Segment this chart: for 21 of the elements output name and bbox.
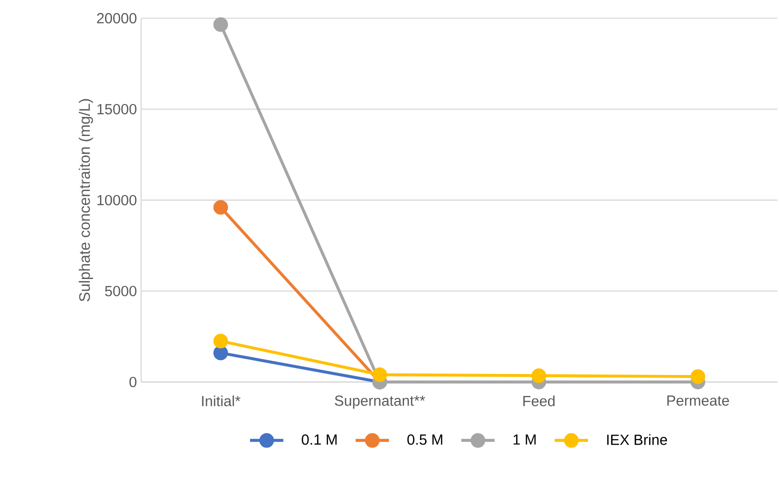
x-tick-label: Initial* — [202, 395, 240, 406]
point — [213, 200, 228, 215]
y-tick-label: 0 — [129, 376, 136, 388]
point — [213, 17, 228, 32]
point — [213, 334, 228, 348]
point — [532, 368, 546, 383]
y-tick-label: 5000 — [105, 286, 136, 296]
legend-label: IEX Brine — [607, 434, 668, 445]
legend-label: 1 M — [514, 434, 536, 444]
x-tick-label: Feed — [523, 395, 555, 406]
y-tick-label: 20000 — [97, 12, 136, 24]
legend-label: 0.5 M — [407, 434, 442, 445]
point — [213, 346, 228, 360]
y-axis-title: Sulphate concentraiton (mg/L) — [78, 99, 93, 302]
point — [372, 367, 388, 382]
y-tick-label: 10000 — [97, 194, 136, 206]
y-tick-label: 15000 — [97, 104, 136, 114]
point — [690, 369, 706, 384]
x-tick-label: Supernatant** — [334, 395, 426, 409]
legend-label: 0.1 M — [302, 434, 337, 445]
x-tick-label: Permeate — [667, 395, 729, 406]
